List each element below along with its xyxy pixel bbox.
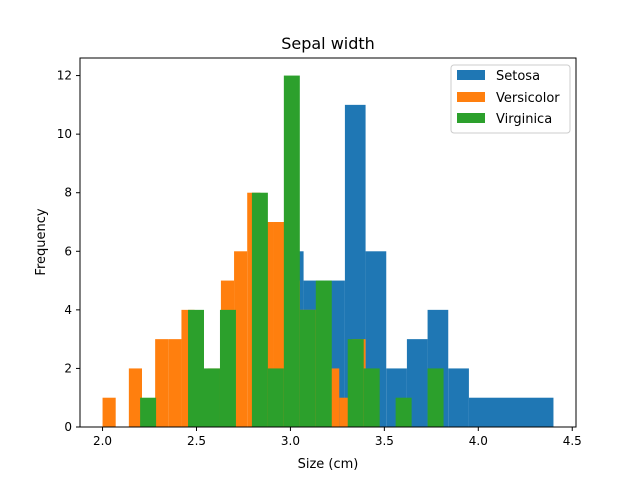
bar-setosa (468, 397, 554, 427)
bar-setosa (448, 368, 469, 427)
legend-label-versicolor: Versicolor (496, 91, 560, 106)
x-tick-label: 2.5 (187, 434, 206, 448)
x-axis-label: Size (cm) (298, 457, 359, 472)
x-tick-label: 2.0 (93, 434, 112, 448)
bar-versicolor (155, 339, 169, 427)
bar-virginica (140, 397, 157, 427)
bar-setosa (406, 339, 428, 427)
y-tick-label: 4 (64, 303, 72, 317)
bar-virginica (299, 309, 316, 427)
y-tick-label: 12 (57, 69, 72, 83)
y-axis: 0 2 4 6 8 10 12 (57, 69, 80, 434)
bar-virginica (267, 368, 284, 427)
legend-swatch-virginica (457, 113, 485, 123)
chart-title: Sepal width (281, 34, 375, 53)
x-axis: 2.0 2.5 3.0 3.5 4.0 4.5 (93, 427, 582, 448)
bar-versicolor (168, 339, 182, 427)
x-tick-label: 3.0 (281, 434, 300, 448)
series-virginica (140, 75, 444, 427)
bar-virginica (363, 368, 380, 427)
y-tick-label: 6 (64, 244, 72, 258)
bar-virginica (427, 368, 444, 427)
bar-versicolor (102, 397, 116, 427)
y-axis-label: Frequency (34, 208, 49, 275)
x-tick-label: 4.5 (563, 434, 582, 448)
y-tick-label: 0 (64, 420, 72, 434)
x-tick-label: 3.5 (375, 434, 394, 448)
plot-frame (79, 57, 577, 428)
bar-versicolor (128, 368, 142, 427)
legend: Setosa Versicolor Virginica (450, 64, 571, 134)
bar-virginica (395, 397, 412, 427)
legend-swatch-setosa (457, 70, 485, 80)
bar-versicolor (234, 251, 248, 427)
bar-virginica (347, 339, 364, 427)
bar-virginica (219, 309, 236, 427)
bar-virginica (251, 192, 268, 427)
bar-virginica (204, 368, 220, 427)
bar-virginica (188, 309, 204, 427)
legend-label-setosa: Setosa (496, 69, 540, 84)
legend-label-virginica: Virginica (496, 112, 552, 127)
bars-layer (102, 75, 554, 428)
y-tick-label: 2 (64, 361, 72, 375)
legend-swatch-versicolor (457, 92, 485, 102)
x-tick-label: 4.0 (469, 434, 488, 448)
y-tick-label: 10 (57, 127, 72, 141)
bar-virginica (283, 75, 300, 427)
bar-virginica (315, 280, 332, 427)
y-tick-label: 8 (64, 186, 72, 200)
